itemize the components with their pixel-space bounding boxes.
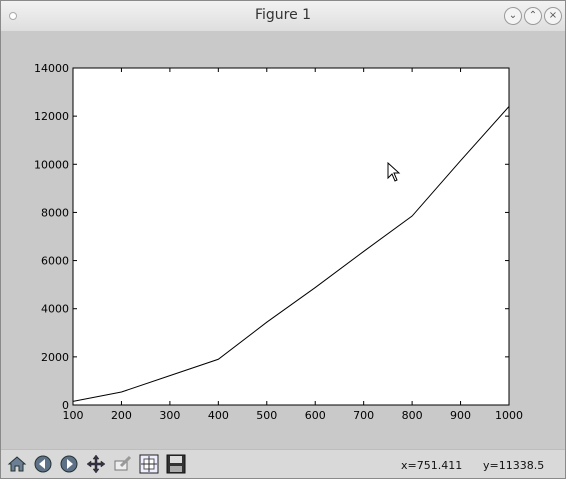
x-tick-label: 400	[208, 409, 229, 422]
x-tick-label: 800	[402, 409, 423, 422]
x-tick-label: 600	[305, 409, 326, 422]
home-icon[interactable]	[6, 453, 28, 475]
back-icon[interactable]	[32, 453, 54, 475]
y-tick-label: 6000	[41, 255, 69, 268]
x-tick-label: 900	[450, 409, 471, 422]
plot-frame	[73, 68, 509, 405]
x-tick-label: 700	[353, 409, 374, 422]
y-tick-label: 2000	[41, 351, 69, 364]
y-tick-label: 0	[62, 399, 69, 412]
line-chart[interactable]: 100 200 300 400 500 600 700 800 900 1000020004000…	[1, 31, 565, 449]
y-coordinate-readout: y=11338.5	[483, 459, 544, 472]
window-title: Figure 1	[1, 7, 565, 23]
maximize-button[interactable]: ⌃	[524, 7, 542, 25]
zoom-icon[interactable]	[112, 453, 134, 475]
mouse-cursor-icon	[387, 162, 401, 182]
configure-subplots-icon[interactable]	[138, 453, 160, 475]
pan-icon[interactable]	[85, 453, 107, 475]
x-tick-label: 300	[159, 409, 180, 422]
minimize-button[interactable]: ⌄	[504, 7, 522, 25]
y-tick-label: 8000	[41, 206, 69, 219]
titlebar[interactable]: Figure 1 ⌄ ⌃ ×	[1, 1, 565, 32]
close-button[interactable]: ×	[544, 7, 562, 25]
y-tick-label: 14000	[34, 62, 69, 75]
y-tick-label: 10000	[34, 158, 69, 171]
y-tick-label: 4000	[41, 303, 69, 316]
x-tick-label: 500	[256, 409, 277, 422]
navigation-toolbar: x=751.411 y=11338.5	[1, 449, 565, 479]
figure-canvas[interactable]: 100 200 300 400 500 600 700 800 900 1000 0 2000 4000…	[1, 31, 565, 449]
forward-icon[interactable]	[58, 453, 80, 475]
x-tick-label: 200	[111, 409, 132, 422]
save-icon[interactable]	[165, 453, 187, 475]
x-coordinate-readout: x=751.411	[401, 459, 462, 472]
y-tick-label: 12000	[34, 110, 69, 123]
x-tick-label: 1000	[495, 409, 523, 422]
